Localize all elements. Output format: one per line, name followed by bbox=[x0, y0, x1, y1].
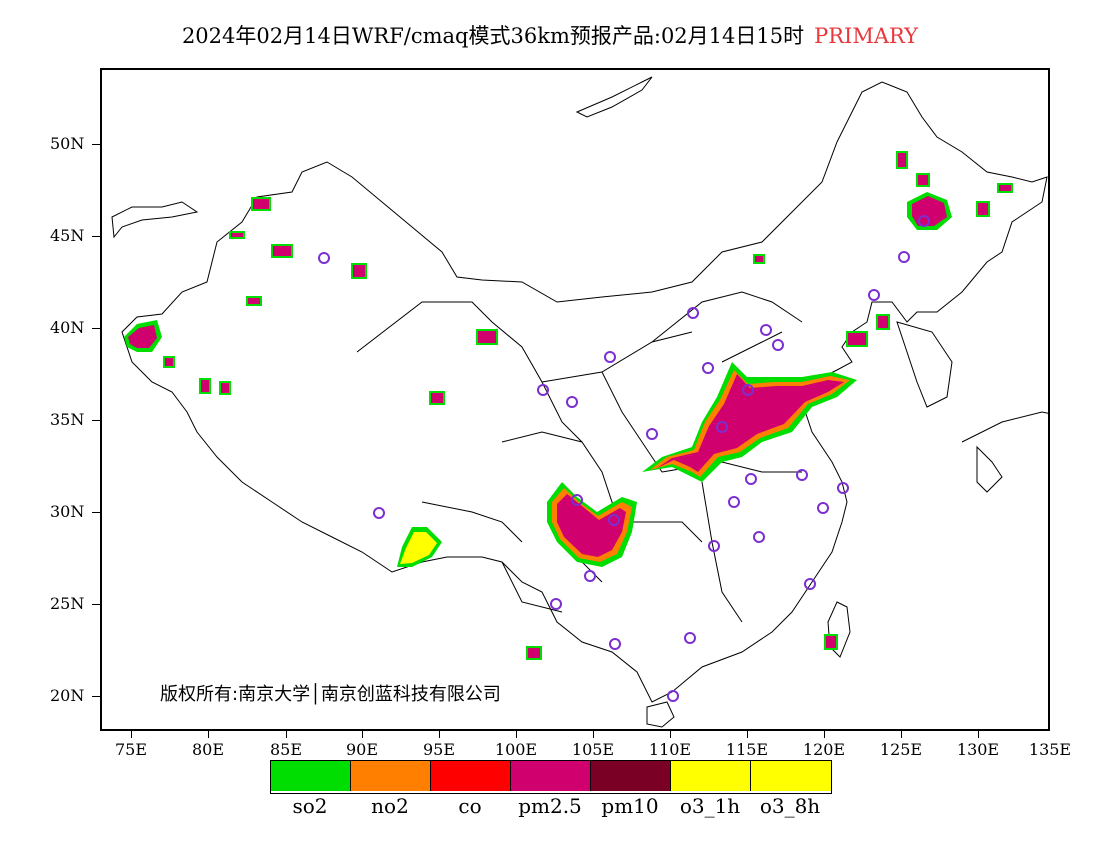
legend-label-so2: so2 bbox=[292, 794, 328, 818]
baikal bbox=[575, 76, 653, 118]
lon-label-130e: 130E bbox=[956, 740, 1000, 759]
lon-label-125e: 125E bbox=[879, 740, 923, 759]
lon-tick bbox=[593, 731, 594, 738]
lat-label-45n: 45N bbox=[50, 226, 85, 245]
legend-colorbar bbox=[270, 760, 832, 794]
map-title: 2024年02月14日WRF/cmaq模式36km预报产品:02月14日15时 P… bbox=[0, 20, 1100, 50]
lat-tick bbox=[92, 420, 100, 421]
legend-label-o3-8h: o3_8h bbox=[759, 794, 821, 818]
legend-swatch-o3-1h bbox=[671, 761, 751, 791]
legend-swatch-so2 bbox=[271, 761, 351, 791]
province-lines bbox=[356, 291, 803, 623]
lat-tick bbox=[92, 604, 100, 605]
lon-tick bbox=[516, 731, 517, 738]
legend-label-o3-1h: o3_1h bbox=[679, 794, 741, 818]
map-frame bbox=[100, 68, 1050, 731]
lon-tick bbox=[362, 731, 363, 738]
legend-swatch-pm25 bbox=[511, 761, 591, 791]
lat-tick bbox=[92, 696, 100, 697]
station-layer bbox=[318, 215, 930, 702]
lon-label-135e: 135E bbox=[1028, 740, 1072, 759]
lon-label-105e: 105E bbox=[571, 740, 615, 759]
legend-swatch-no2 bbox=[351, 761, 431, 791]
taiwan bbox=[827, 601, 851, 658]
lon-label-120e: 120E bbox=[802, 740, 846, 759]
lon-tick bbox=[901, 731, 902, 738]
lon-label-90e: 90E bbox=[345, 740, 379, 759]
lat-tick bbox=[92, 144, 100, 145]
primary-tag: PRIMARY bbox=[814, 24, 919, 48]
legend-labels: so2 no2 co pm2.5 pm10 o3_1h o3_8h bbox=[270, 794, 830, 818]
lat-tick bbox=[92, 512, 100, 513]
lon-tick bbox=[978, 731, 979, 738]
lat-label-40n: 40N bbox=[50, 318, 85, 337]
lon-label-85e: 85E bbox=[269, 740, 303, 759]
lon-label-80e: 80E bbox=[191, 740, 225, 759]
title-text: 2024年02月14日WRF/cmaq模式36km预报产品:02月14日15时 bbox=[181, 24, 805, 48]
lon-tick bbox=[747, 731, 748, 738]
legend-swatch-pm10 bbox=[591, 761, 671, 791]
china-border bbox=[121, 81, 1048, 703]
legend-label-pm10: pm10 bbox=[601, 794, 659, 818]
hainan bbox=[646, 701, 675, 728]
lat-label-25n: 25N bbox=[50, 594, 85, 613]
lon-tick bbox=[208, 731, 209, 738]
copyright-text: 版权所有:南京大学│南京创蓝科技有限公司 bbox=[160, 684, 501, 705]
lat-label-50n: 50N bbox=[50, 134, 85, 153]
lat-label-20n: 20N bbox=[50, 686, 85, 705]
legend-swatch-co bbox=[431, 761, 511, 791]
korea bbox=[896, 321, 953, 408]
legend-swatch-o3-8h bbox=[751, 761, 831, 791]
lake bbox=[111, 201, 199, 239]
lat-tick bbox=[92, 328, 100, 329]
map-canvas bbox=[111, 76, 1048, 728]
legend-label-no2: no2 bbox=[371, 794, 409, 818]
lon-label-115e: 115E bbox=[725, 740, 769, 759]
lat-tick bbox=[92, 236, 100, 237]
lat-label-30n: 30N bbox=[50, 502, 85, 521]
lon-label-75e: 75E bbox=[114, 740, 148, 759]
lon-label-95e: 95E bbox=[422, 740, 456, 759]
legend-label-co: co bbox=[458, 794, 482, 818]
legend-label-pm25: pm2.5 bbox=[518, 794, 582, 818]
lon-tick bbox=[131, 731, 132, 738]
lon-label-100e: 100E bbox=[494, 740, 538, 759]
japan bbox=[961, 411, 1048, 493]
lon-label-110e: 110E bbox=[648, 740, 692, 759]
lat-label-35n: 35N bbox=[50, 410, 85, 429]
lon-tick bbox=[439, 731, 440, 738]
lon-tick bbox=[670, 731, 671, 738]
lon-tick bbox=[824, 731, 825, 738]
lon-tick bbox=[286, 731, 287, 738]
